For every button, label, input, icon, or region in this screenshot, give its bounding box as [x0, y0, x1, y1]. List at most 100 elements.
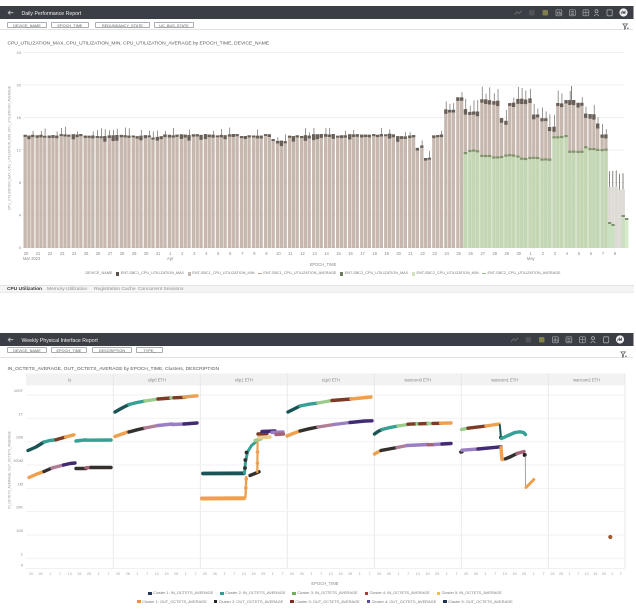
svg-text:13: 13 — [503, 572, 507, 576]
svg-text:1: 1 — [569, 572, 571, 576]
svg-text:100T: 100T — [14, 388, 24, 393]
svg-text:CPU_UTILIZATION_MAX, CPU_UTILI: CPU_UTILIZATION_MAX, CPU_UTILIZATION_MIN… — [8, 85, 12, 210]
svg-text:1: 1 — [533, 572, 535, 576]
svg-text:31: 31 — [156, 251, 161, 256]
svg-text:13: 13 — [585, 572, 589, 576]
svg-text:25: 25 — [456, 251, 461, 256]
svg-text:7: 7 — [577, 572, 579, 576]
svg-text:26: 26 — [38, 572, 42, 576]
svg-text:wancom0 ETH: wancom0 ETH — [404, 378, 431, 383]
svg-text:5: 5 — [217, 251, 220, 256]
svg-text:8: 8 — [19, 180, 22, 185]
svg-text:1T: 1T — [18, 411, 23, 416]
svg-text:30: 30 — [144, 251, 149, 256]
svg-text:26: 26 — [468, 251, 473, 256]
svg-text:19: 19 — [384, 251, 389, 256]
svg-text:8: 8 — [253, 251, 256, 256]
svg-text:17: 17 — [360, 251, 365, 256]
svg-text:s1p0 ETH: s1p0 ETH — [322, 378, 340, 383]
svg-text:IN_OCTETS_AVERAGE, OUT_OCTETS_: IN_OCTETS_AVERAGE, OUT_OCTETS_AVERAGE — [8, 430, 12, 508]
svg-text:7: 7 — [368, 572, 370, 576]
svg-text:7: 7 — [146, 572, 148, 576]
svg-text:13: 13 — [329, 572, 333, 576]
svg-text:13: 13 — [68, 572, 72, 576]
svg-text:25: 25 — [522, 572, 526, 576]
svg-text:wancom1 ETH: wancom1 ETH — [491, 378, 518, 383]
svg-text:7: 7 — [542, 572, 544, 576]
svg-text:9: 9 — [265, 251, 268, 256]
svg-text:0: 0 — [21, 563, 24, 568]
svg-text:25: 25 — [602, 572, 606, 576]
svg-text:0: 0 — [19, 245, 22, 250]
svg-text:7: 7 — [107, 572, 109, 576]
svg-text:24: 24 — [444, 251, 449, 256]
svg-text:1: 1 — [185, 572, 187, 576]
svg-text:10B: 10B — [16, 435, 23, 440]
svg-text:Weekly Physical Interface Repo: Weekly Physical Interface Report — [22, 337, 99, 343]
svg-text:28: 28 — [120, 251, 125, 256]
svg-text:EPOCH_TIME: EPOCH_TIME — [310, 262, 337, 267]
svg-text:3: 3 — [193, 251, 196, 256]
svg-text:7: 7 — [233, 572, 235, 576]
svg-text:7: 7 — [620, 572, 622, 576]
svg-text:CPU_UTILIZATION_MAX, CPU_UTILI: CPU_UTILIZATION_MAX, CPU_UTILIZATION_MIN… — [8, 41, 270, 47]
svg-text:25: 25 — [84, 251, 89, 256]
svg-text:20: 20 — [396, 251, 401, 256]
svg-text:Daily Performance Report: Daily Performance Report — [22, 10, 82, 16]
svg-text:1: 1 — [169, 251, 172, 256]
svg-text:20: 20 — [116, 572, 120, 576]
svg-text:7: 7 — [281, 572, 283, 576]
svg-text:13: 13 — [155, 572, 159, 576]
svg-text:wancom2 ETH: wancom2 ETH — [573, 378, 600, 383]
svg-text:25: 25 — [261, 572, 265, 576]
svg-text:20: 20 — [29, 572, 33, 576]
svg-text:20: 20 — [24, 251, 29, 256]
svg-text:1: 1 — [611, 572, 613, 576]
svg-text:21: 21 — [36, 251, 41, 256]
svg-text:EPOCH_TIME: EPOCH_TIME — [311, 581, 338, 586]
svg-text:26: 26 — [300, 572, 304, 576]
svg-text:29: 29 — [132, 251, 137, 256]
svg-text:27: 27 — [481, 251, 486, 256]
svg-text:26: 26 — [559, 572, 563, 576]
svg-text:2: 2 — [181, 251, 184, 256]
svg-text:23: 23 — [432, 251, 437, 256]
svg-text:19: 19 — [338, 572, 342, 576]
svg-text:7: 7 — [455, 572, 457, 576]
svg-text:4: 4 — [566, 251, 569, 256]
svg-text:2: 2 — [542, 251, 545, 256]
svg-text:21: 21 — [408, 251, 413, 256]
svg-text:100M: 100M — [13, 458, 23, 463]
svg-text:12: 12 — [300, 251, 305, 256]
svg-text:26: 26 — [126, 572, 130, 576]
svg-text:7: 7 — [494, 572, 496, 576]
svg-text:23: 23 — [60, 251, 65, 256]
svg-text:22: 22 — [420, 251, 425, 256]
svg-text:4: 4 — [205, 251, 208, 256]
svg-text:3: 3 — [554, 251, 557, 256]
svg-text:19: 19 — [77, 572, 81, 576]
svg-text:1: 1 — [98, 572, 100, 576]
svg-text:13: 13 — [312, 251, 317, 256]
svg-text:19: 19 — [251, 572, 255, 576]
svg-text:May: May — [527, 256, 536, 261]
svg-text:lo: lo — [68, 378, 72, 383]
svg-text:26: 26 — [213, 572, 217, 576]
svg-text:10: 10 — [276, 251, 281, 256]
svg-text:1: 1 — [484, 572, 486, 576]
svg-text:15: 15 — [336, 251, 341, 256]
svg-text:100: 100 — [16, 528, 23, 533]
svg-text:13: 13 — [416, 572, 420, 576]
svg-text:27: 27 — [108, 251, 113, 256]
svg-text:22: 22 — [48, 251, 53, 256]
svg-text:8: 8 — [614, 251, 617, 256]
svg-text:1: 1 — [359, 572, 361, 576]
svg-text:IN_OCTETS_AVERAGE, OUT_OCTETS_: IN_OCTETS_AVERAGE, OUT_OCTETS_AVERAGE by… — [8, 366, 220, 372]
svg-text:14: 14 — [324, 251, 329, 256]
svg-text:7: 7 — [59, 572, 61, 576]
svg-text:16: 16 — [17, 115, 22, 120]
svg-text:1: 1 — [397, 572, 399, 576]
svg-text:19: 19 — [164, 572, 168, 576]
svg-text:7: 7 — [194, 572, 196, 576]
svg-text:24: 24 — [72, 251, 77, 256]
